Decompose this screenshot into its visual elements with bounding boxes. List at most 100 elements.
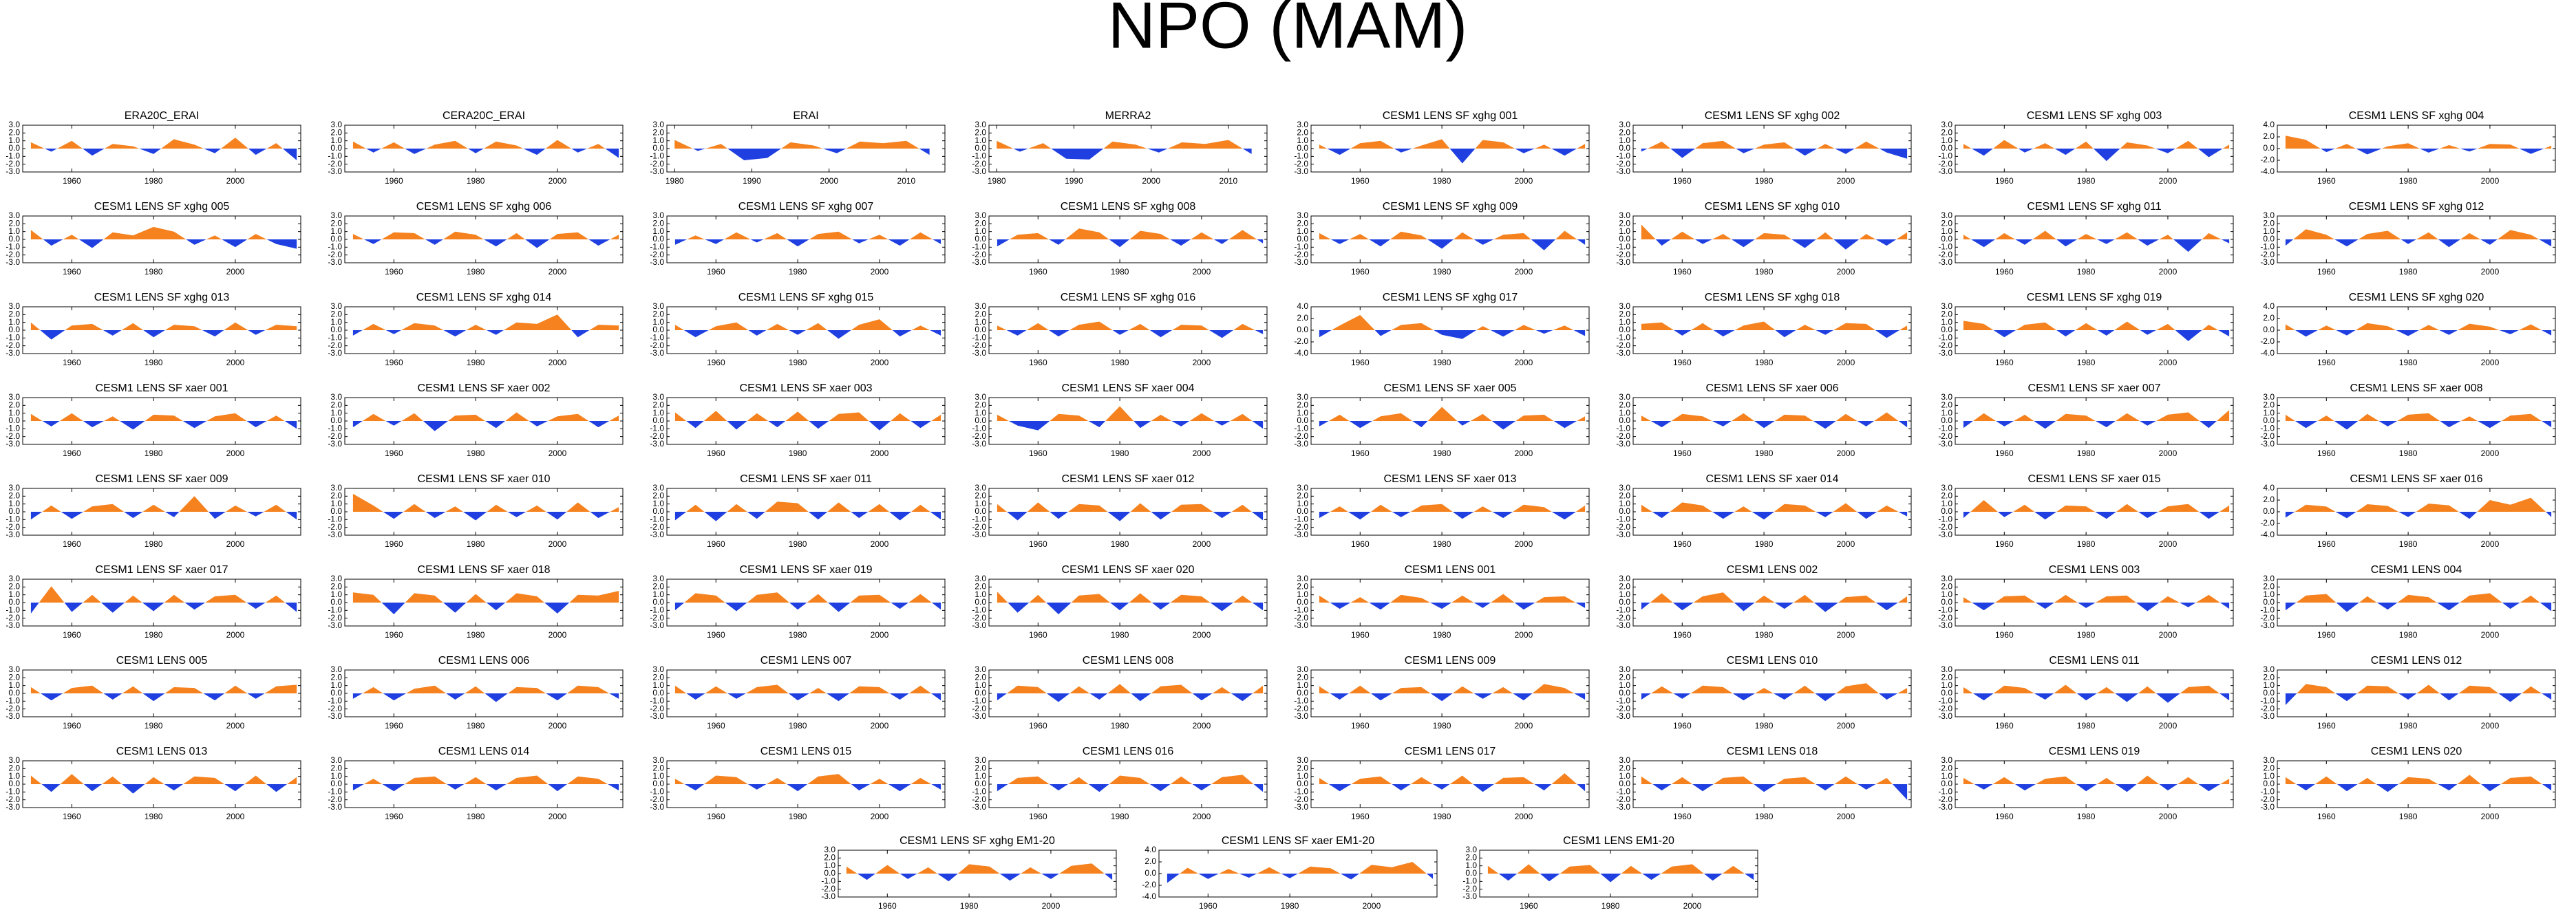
- positive-area: [674, 231, 941, 239]
- negative-area: [30, 512, 297, 520]
- panel-title: CESM1 LENS 001: [1405, 564, 1496, 576]
- y-tick-label: 0.0: [2263, 688, 2275, 698]
- y-tick-label: -1.0: [1294, 605, 1308, 615]
- y-tick-label: 0.0: [1297, 779, 1308, 788]
- y-tick-label: 1.0: [975, 771, 986, 781]
- panel-title: CESM1 LENS 009: [1405, 655, 1496, 667]
- positive-area: [997, 140, 1252, 149]
- y-tick-label: 2.0: [652, 764, 664, 773]
- x-tick-label: 1960: [707, 812, 725, 821]
- x-tick-label: 1980: [467, 176, 485, 186]
- negative-area: [1641, 149, 1908, 159]
- negative-area: [997, 784, 1264, 792]
- y-tick-label: 3.0: [1619, 574, 1630, 583]
- x-tick-label: 2000: [2159, 267, 2178, 277]
- x-tick-label: 2000: [1515, 539, 1533, 549]
- y-tick-label: 2.0: [2263, 764, 2275, 773]
- y-tick-label: -2.0: [328, 704, 342, 713]
- y-tick-label: 1.0: [1619, 590, 1630, 599]
- y-tick-label: 0.0: [2263, 779, 2275, 788]
- positive-area: [674, 501, 941, 512]
- y-tick-label: -3.0: [2260, 711, 2275, 721]
- panel-title: CESM1 LENS SF xaer 004: [1062, 382, 1195, 394]
- y-tick-label: 2.0: [652, 400, 664, 410]
- y-tick-label: 0.0: [1941, 325, 1952, 334]
- y-tick-label: -2.0: [1462, 884, 1477, 894]
- y-tick-label: -1.0: [328, 696, 342, 706]
- x-tick-label: 1960: [1673, 448, 1692, 458]
- y-tick-label: 3.0: [1297, 392, 1308, 402]
- panel-title: CESM1 LENS 019: [2049, 746, 2140, 757]
- y-tick-label: 2.0: [652, 310, 664, 319]
- y-tick-label: 0.0: [1619, 415, 1630, 425]
- y-tick-label: -2.0: [1294, 704, 1308, 713]
- negative-area: [352, 693, 619, 702]
- x-tick-label: 1960: [707, 630, 725, 640]
- y-tick-label: -3.0: [972, 257, 986, 267]
- x-tick-label: 1980: [2399, 721, 2418, 731]
- x-tick-label: 1980: [2077, 721, 2096, 731]
- x-tick-label: 1980: [1111, 448, 1129, 458]
- y-tick-label: 3.0: [975, 392, 986, 402]
- negative-area: [2285, 784, 2552, 792]
- y-tick-label: -1.0: [328, 787, 342, 797]
- y-tick-label: -2.0: [1294, 522, 1308, 532]
- y-tick-label: 1.0: [1297, 590, 1308, 599]
- y-tick-label: 0.0: [330, 506, 342, 516]
- positive-area: [352, 775, 619, 784]
- x-tick-label: 1960: [1029, 358, 1047, 367]
- positive-area: [1641, 683, 1908, 693]
- x-tick-label: 1980: [1755, 267, 1774, 277]
- y-tick-label: 3.0: [975, 120, 986, 129]
- panel-title: CESM1 LENS 012: [2371, 655, 2462, 667]
- x-tick-label: 1980: [2077, 539, 2096, 549]
- y-tick-label: 0.0: [652, 415, 664, 425]
- x-tick-label: 1980: [2077, 448, 2096, 458]
- positive-area: [352, 412, 619, 421]
- y-tick-label: 4.0: [2263, 483, 2275, 493]
- x-tick-label: 1960: [385, 358, 403, 367]
- y-tick-label: 1.0: [652, 226, 664, 236]
- negative-area: [1641, 330, 1908, 338]
- y-tick-label: 2.0: [975, 310, 986, 319]
- panel-title: CESM1 LENS 011: [2049, 655, 2139, 667]
- positive-area: [2285, 229, 2552, 239]
- negative-area: [1319, 239, 1586, 250]
- y-tick-label: 0.0: [975, 597, 986, 607]
- y-tick-label: 2.0: [1619, 310, 1630, 319]
- x-tick-label: 1980: [1111, 539, 1129, 549]
- y-tick-label: 0.0: [975, 506, 986, 516]
- y-tick-label: 0.0: [1941, 597, 1952, 607]
- x-tick-label: 2000: [1515, 721, 1533, 731]
- y-tick-label: 3.0: [1941, 483, 1952, 493]
- y-tick-label: -3.0: [6, 439, 20, 448]
- panel-title: CESM1 LENS SF xghg 020: [2349, 292, 2484, 303]
- y-tick-label: 1.0: [1941, 499, 1952, 508]
- y-tick-label: 0.0: [8, 688, 20, 698]
- y-tick-label: 2.0: [8, 491, 20, 501]
- y-tick-label: -3.0: [2260, 257, 2275, 267]
- positive-area: [30, 496, 297, 512]
- x-tick-label: 2000: [1837, 448, 1855, 458]
- y-tick-label: -2.0: [972, 431, 986, 441]
- positive-area: [1963, 321, 2230, 330]
- x-tick-label: 2000: [226, 448, 245, 458]
- y-tick-label: 2.0: [1619, 582, 1630, 592]
- y-tick-label: 2.0: [2263, 495, 2275, 504]
- negative-area: [2285, 693, 2552, 705]
- y-tick-label: 0.0: [2263, 597, 2275, 607]
- y-tick-label: -1.0: [328, 151, 342, 161]
- panel-title: CESM1 LENS SF xghg 018: [1705, 292, 1840, 303]
- y-tick-label: -1.0: [972, 696, 986, 706]
- x-tick-label: 1960: [63, 448, 81, 458]
- y-tick-label: 3.0: [652, 392, 664, 402]
- y-tick-label: -1.0: [328, 605, 342, 615]
- y-tick-label: 2.0: [975, 400, 986, 410]
- negative-area: [2285, 149, 2552, 155]
- y-tick-label: 3.0: [1941, 755, 1952, 765]
- y-tick-label: 2.0: [1941, 400, 1952, 410]
- y-tick-label: 1.0: [1941, 226, 1952, 236]
- positive-area: [846, 863, 1113, 874]
- panel-title: CESM1 LENS SF xghg 005: [94, 201, 230, 213]
- x-tick-label: 1960: [1351, 721, 1370, 731]
